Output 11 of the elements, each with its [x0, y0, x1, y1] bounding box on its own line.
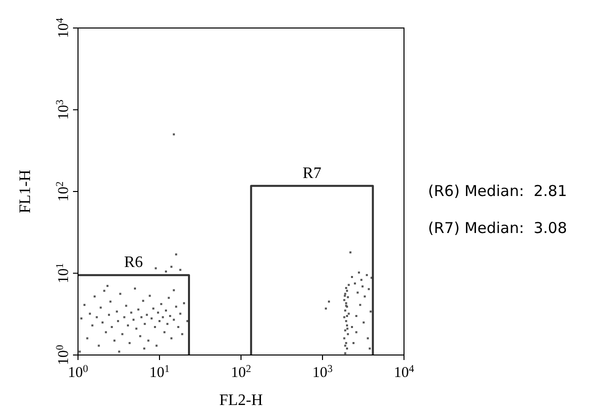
y-axis-title: FL1-H	[17, 169, 34, 214]
x-tick-label: 10$^{3}$	[312, 364, 333, 381]
series-label: R6	[124, 254, 143, 272]
x-tick-label: 10$^{4}$	[394, 364, 415, 381]
x-tick-label: 10$^{1}$	[149, 364, 170, 381]
series-label: R7	[302, 164, 322, 182]
x-tick-label: 10$^{0}$	[68, 364, 88, 381]
text: (R7) Median: 3.08	[428, 219, 567, 237]
text: (R6) Median: 2.81	[428, 182, 567, 200]
x-axis-title: FL2-H	[219, 392, 264, 409]
x-tick-label: 10$^{2}$	[230, 364, 252, 381]
